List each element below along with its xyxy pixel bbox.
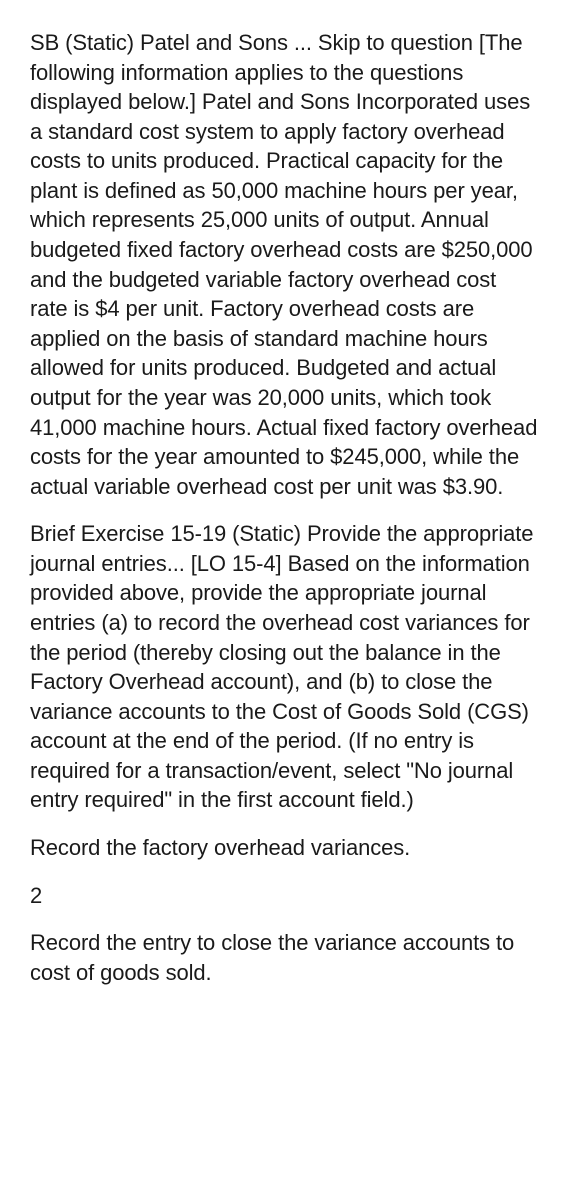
task-1-prompt: Record the factory overhead variances.: [30, 833, 538, 863]
task-2-prompt: Record the entry to close the variance a…: [30, 928, 538, 987]
item-number: 2: [30, 881, 538, 911]
problem-context-paragraph: SB (Static) Patel and Sons ... Skip to q…: [30, 28, 538, 501]
exercise-instructions-paragraph: Brief Exercise 15-19 (Static) Provide th…: [30, 519, 538, 815]
